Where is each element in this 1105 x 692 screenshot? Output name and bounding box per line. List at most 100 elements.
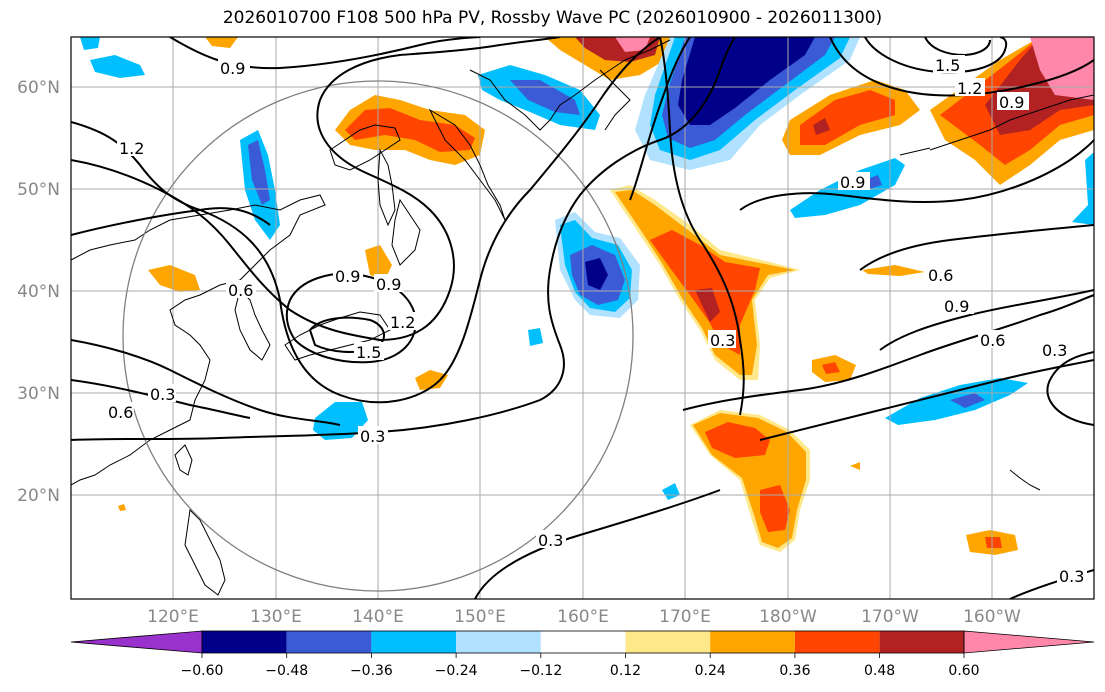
contour-label: 0.6 bbox=[108, 403, 133, 422]
shading-navy-trough-north bbox=[678, 37, 815, 125]
colorbar-extend-low bbox=[70, 630, 203, 654]
contour-label: 0.9 bbox=[999, 93, 1024, 112]
colorbar-extend-high bbox=[963, 630, 1095, 654]
colorbar-swatch bbox=[794, 631, 880, 653]
contour-label: 1.2 bbox=[390, 313, 415, 332]
longitude-label: 150°E bbox=[454, 607, 506, 627]
contour-label: 1.5 bbox=[356, 343, 381, 362]
contour-label: 0.6 bbox=[228, 281, 253, 300]
contour-line bbox=[859, 224, 1094, 271]
contour-label-group: 0.9 1.5 1.2 0.9 1.2 0.9 0.6 0.9 0.9 0.6 … bbox=[106, 55, 1087, 586]
contour-line bbox=[71, 37, 561, 342]
shading-cyan-left-strip bbox=[90, 55, 145, 78]
longitude-label: 170°W bbox=[861, 607, 919, 627]
map-panel: 0.9 1.5 1.2 0.9 1.2 0.9 0.6 0.9 0.9 0.6 … bbox=[71, 37, 1094, 599]
colorbar-tick-label: 0.36 bbox=[779, 663, 810, 679]
colorbar-tick-label: 0.60 bbox=[948, 663, 979, 679]
longitude-label: 180°W bbox=[759, 607, 817, 627]
colorbar: −0.60 −0.48 −0.36 −0.24 −0.12 0.12 0.24 … bbox=[70, 630, 1095, 679]
longitude-label: 160°W bbox=[963, 607, 1021, 627]
shading-blue-east-low bbox=[950, 393, 985, 408]
contour-label: 0.9 bbox=[840, 173, 865, 192]
contour-label: 0.9 bbox=[944, 297, 969, 316]
longitude-axis: 120°E 130°E 140°E 150°E 160°E 170°E 180°… bbox=[147, 607, 1021, 627]
shading-orange-dot-east bbox=[850, 462, 860, 470]
shading-darkred-aleutian bbox=[813, 118, 830, 135]
shading-cyan-top-left bbox=[80, 37, 100, 50]
latitude-label: 40°N bbox=[17, 282, 60, 302]
contour-label: 0.3 bbox=[538, 531, 563, 550]
latitude-label: 20°N bbox=[17, 486, 60, 506]
contour-line bbox=[759, 359, 1094, 441]
contour-label: 0.9 bbox=[220, 59, 245, 78]
colorbar-swatch bbox=[286, 631, 372, 653]
contour-label: 0.3 bbox=[1059, 567, 1084, 586]
longitude-label: 130°E bbox=[250, 607, 302, 627]
reference-circle bbox=[122, 80, 634, 592]
colorbar-tick-label: 0.12 bbox=[610, 663, 641, 679]
shading-pink-top-center bbox=[615, 37, 650, 52]
contour-line bbox=[71, 37, 736, 441]
shading-navy-central bbox=[585, 258, 608, 290]
shading-blue-kamchatka bbox=[510, 80, 580, 115]
shading-cyan-spot bbox=[528, 328, 543, 346]
shading-orange-south-japan bbox=[415, 370, 448, 390]
figure-title: 2026010700 F108 500 hPa PV, Rossby Wave … bbox=[222, 8, 883, 28]
contour-line bbox=[169, 37, 481, 70]
longitude-label: 120°E bbox=[147, 607, 199, 627]
longitude-label: 140°E bbox=[352, 607, 404, 627]
colorbar-tick-label: −0.60 bbox=[181, 663, 224, 679]
colorbar-swatch bbox=[879, 631, 965, 653]
map-frame bbox=[70, 36, 1095, 600]
shading-cyan-south-japan bbox=[313, 402, 368, 440]
contour-line bbox=[308, 316, 385, 353]
contour-label: 1.2 bbox=[119, 139, 144, 158]
shading-cyan-right-edge bbox=[1072, 152, 1094, 225]
colorbar-tick-label: −0.12 bbox=[519, 663, 562, 679]
contour-line bbox=[71, 207, 271, 236]
colorbar-tick-label: 0.48 bbox=[864, 663, 895, 679]
contour-label: 0.9 bbox=[335, 267, 360, 286]
latitude-label: 30°N bbox=[17, 384, 60, 404]
colorbar-swatch bbox=[202, 631, 287, 653]
colorbar-tick-label: 0.24 bbox=[695, 663, 726, 679]
contour-label: 0.3 bbox=[1042, 341, 1067, 360]
contour-line bbox=[864, 37, 1008, 74]
shading-orangered-hawaii bbox=[985, 537, 1002, 548]
shading-orange-streak bbox=[862, 265, 925, 276]
contour-line bbox=[739, 139, 1094, 211]
pv-contours bbox=[71, 37, 1094, 599]
contour-label: 0.6 bbox=[928, 266, 953, 285]
coastlines bbox=[71, 39, 1094, 596]
contour-label: 1.2 bbox=[957, 79, 982, 98]
colorbar-swatch bbox=[710, 631, 795, 653]
contour-label: 0.3 bbox=[360, 427, 385, 446]
shading-orange-korea bbox=[148, 265, 200, 292]
contour-line bbox=[71, 339, 341, 426]
shading-orange-top-left bbox=[205, 37, 238, 48]
longitude-label: 170°E bbox=[659, 607, 711, 627]
contour-label: 1.5 bbox=[935, 56, 960, 75]
colorbar-swatch bbox=[540, 631, 626, 653]
colorbar-tick-label: −0.36 bbox=[350, 663, 393, 679]
contour-line bbox=[71, 379, 251, 419]
colorbar-tick-label: −0.48 bbox=[265, 663, 308, 679]
colorbar-swatch bbox=[456, 631, 541, 653]
shading-orangered-lower-south bbox=[760, 485, 790, 532]
latitude-label: 50°N bbox=[17, 180, 60, 200]
shading-orange-dot-south bbox=[118, 504, 126, 511]
shading-pink-top-right bbox=[1030, 37, 1094, 100]
colorbar-swatch bbox=[371, 631, 457, 653]
contour-line bbox=[682, 294, 1094, 411]
contour-label: 0.3 bbox=[150, 385, 175, 404]
shading-orangered-lower bbox=[705, 422, 770, 458]
contour-line bbox=[1046, 351, 1094, 426]
longitude-label: 160°E bbox=[557, 607, 609, 627]
contour-line bbox=[629, 37, 691, 201]
colorbar-tick-label: −0.24 bbox=[435, 663, 478, 679]
colorbar-swatch bbox=[625, 631, 711, 653]
shading-cyan-small-south bbox=[662, 483, 680, 500]
contour-line bbox=[879, 289, 1094, 351]
contour-label: 0.3 bbox=[710, 331, 735, 350]
latitude-axis: 60°N 50°N 40°N 30°N 20°N bbox=[17, 78, 60, 506]
